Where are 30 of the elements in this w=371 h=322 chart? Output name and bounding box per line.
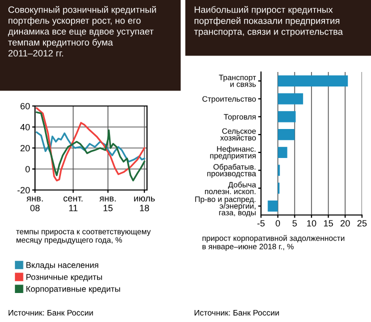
bar (278, 93, 304, 104)
legend-label: Вклады населения (26, 262, 98, 270)
x-tick-label: 0 (276, 220, 280, 226)
x-tick-label: сент. 11 (64, 196, 82, 212)
x-tick-label: 10 (307, 220, 316, 226)
chart-title: Наибольший прирост кредитных портфелей показали предприятия транспорта, связи и строительства (194, 6, 343, 37)
bar (278, 75, 348, 86)
x-tick-label: янв. 15 (99, 196, 116, 212)
x-tick-label: 5 (292, 220, 297, 226)
x-tick-label: янв. 08 (26, 196, 43, 212)
y-tick-label: 60 (20, 102, 30, 110)
y-tick-label: 40 (20, 124, 30, 130)
x-tick-label: 20 (340, 220, 350, 226)
bar (278, 111, 296, 122)
line-series (36, 131, 146, 162)
x-tick-label: июль 18 (134, 196, 155, 212)
y-tick-label: 0 (25, 166, 30, 172)
x-tick-label: 25 (357, 220, 367, 226)
chart-title: Совокупный розничный кредитный портфель ускоряет рост, но его динамика все еще вдвое уступает темпам кредитного бума 2011–2012 гг. (8, 6, 156, 56)
bar (278, 129, 295, 140)
x-tick-label: 15 (324, 220, 333, 226)
y-tick-label: -20 (17, 186, 30, 194)
legend-label: Корпоративные кредиты (26, 286, 120, 294)
text: Источник: Банк России (8, 310, 93, 316)
y-tick-label: 20 (20, 144, 30, 152)
bar (278, 146, 288, 158)
bar (268, 200, 278, 212)
x-tick-label: -5 (257, 220, 265, 226)
text: Источник: Банк России (194, 310, 279, 316)
legend-label: Розничные кредиты (26, 274, 102, 282)
